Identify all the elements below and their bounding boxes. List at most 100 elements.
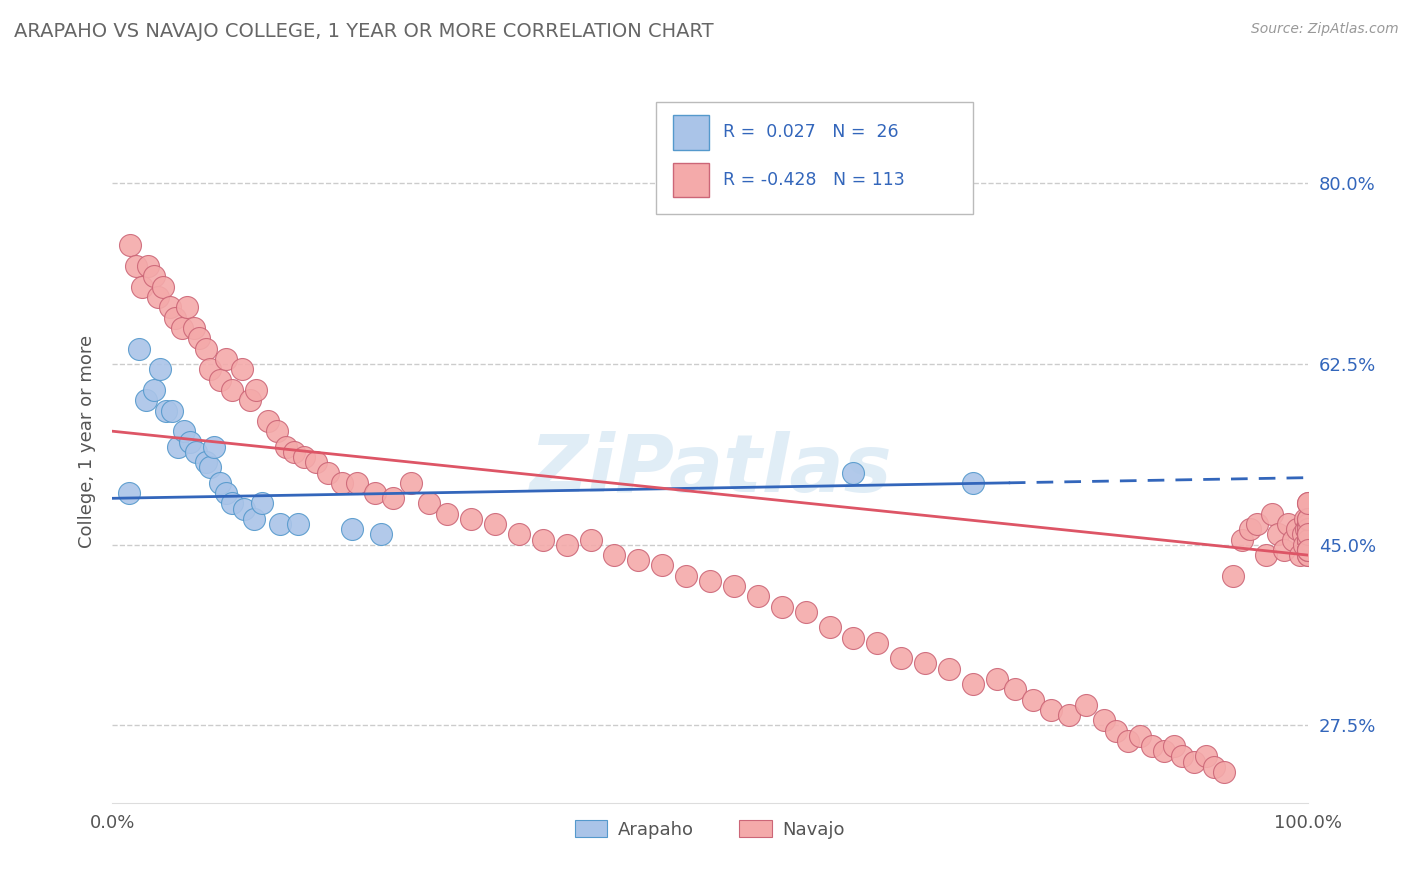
Point bbox=[120, 238, 142, 252]
Point bbox=[1296, 527, 1319, 541]
Point bbox=[1296, 522, 1319, 536]
Point bbox=[370, 527, 392, 541]
Y-axis label: College, 1 year or more: College, 1 year or more bbox=[77, 335, 96, 548]
Point bbox=[723, 579, 745, 593]
Point bbox=[209, 373, 232, 387]
Point bbox=[257, 414, 280, 428]
Point bbox=[143, 269, 166, 284]
Point bbox=[508, 527, 530, 541]
Point bbox=[186, 445, 208, 459]
Point bbox=[555, 538, 578, 552]
Point bbox=[842, 631, 865, 645]
Text: ARAPAHO VS NAVAJO COLLEGE, 1 YEAR OR MORE CORRELATION CHART: ARAPAHO VS NAVAJO COLLEGE, 1 YEAR OR MOR… bbox=[14, 22, 714, 41]
Point bbox=[675, 568, 697, 582]
Point bbox=[1277, 517, 1299, 532]
Point bbox=[1296, 527, 1319, 541]
Point bbox=[125, 259, 148, 273]
Point bbox=[1296, 517, 1319, 532]
Text: Source: ZipAtlas.com: Source: ZipAtlas.com bbox=[1251, 22, 1399, 37]
Point bbox=[603, 548, 626, 562]
Point bbox=[239, 393, 262, 408]
Point bbox=[1292, 538, 1315, 552]
Point bbox=[221, 496, 243, 510]
Point bbox=[143, 383, 166, 397]
Point bbox=[1285, 522, 1308, 536]
Point bbox=[1296, 548, 1319, 562]
Point bbox=[231, 362, 253, 376]
Point bbox=[1289, 548, 1312, 562]
Point bbox=[914, 657, 936, 671]
Point bbox=[1261, 507, 1284, 521]
Point bbox=[146, 290, 169, 304]
Legend: Arapaho, Navajo: Arapaho, Navajo bbox=[568, 813, 852, 846]
Point bbox=[118, 486, 141, 500]
Point bbox=[1296, 517, 1319, 532]
Point bbox=[436, 507, 458, 521]
Point bbox=[179, 434, 201, 449]
Point bbox=[162, 403, 183, 417]
Point bbox=[187, 331, 209, 345]
Point bbox=[364, 486, 387, 500]
Point bbox=[1296, 533, 1319, 547]
Point bbox=[794, 605, 817, 619]
Point bbox=[986, 672, 1008, 686]
Text: ZiPatlas: ZiPatlas bbox=[529, 432, 891, 509]
Point bbox=[215, 486, 238, 500]
Point bbox=[890, 651, 912, 665]
Point bbox=[1022, 692, 1045, 706]
Point bbox=[1076, 698, 1098, 712]
Point bbox=[1039, 703, 1062, 717]
Point bbox=[1004, 682, 1026, 697]
Point bbox=[1204, 760, 1226, 774]
Point bbox=[1129, 729, 1152, 743]
Point bbox=[245, 383, 267, 397]
Point bbox=[135, 393, 157, 408]
Point bbox=[1292, 527, 1315, 541]
Point bbox=[1296, 542, 1319, 557]
Point bbox=[1239, 522, 1261, 536]
Point bbox=[1296, 512, 1319, 526]
Point bbox=[1142, 739, 1164, 753]
Point bbox=[418, 496, 440, 510]
Point bbox=[287, 517, 309, 532]
Point bbox=[1105, 723, 1128, 738]
Point bbox=[382, 491, 405, 506]
Point bbox=[340, 522, 363, 536]
Point bbox=[346, 475, 368, 490]
Point bbox=[274, 440, 297, 454]
Text: R =  0.027   N =  26: R = 0.027 N = 26 bbox=[723, 123, 898, 141]
Point bbox=[484, 517, 506, 532]
Point bbox=[1118, 734, 1140, 748]
Point bbox=[1267, 527, 1289, 541]
Point bbox=[173, 424, 195, 438]
Point bbox=[163, 310, 186, 325]
Text: R = -0.428   N = 113: R = -0.428 N = 113 bbox=[723, 171, 905, 189]
Point bbox=[183, 321, 205, 335]
Point bbox=[209, 475, 232, 490]
Point bbox=[152, 279, 174, 293]
Point bbox=[1272, 542, 1295, 557]
Point bbox=[1296, 533, 1319, 547]
Point bbox=[962, 475, 984, 490]
Point bbox=[1296, 533, 1319, 547]
Point bbox=[1296, 496, 1319, 510]
Point bbox=[1296, 496, 1319, 510]
Point bbox=[1296, 522, 1319, 536]
Point bbox=[202, 440, 225, 454]
Point bbox=[1296, 512, 1319, 526]
Point bbox=[770, 599, 793, 614]
Point bbox=[305, 455, 328, 469]
Point bbox=[866, 636, 889, 650]
Point bbox=[138, 259, 160, 273]
Point bbox=[1182, 755, 1205, 769]
Point bbox=[215, 351, 238, 366]
Point bbox=[266, 424, 288, 438]
Point bbox=[651, 558, 673, 573]
Point bbox=[1296, 542, 1319, 557]
FancyBboxPatch shape bbox=[657, 102, 973, 214]
Point bbox=[579, 533, 602, 547]
Point bbox=[460, 512, 482, 526]
Point bbox=[170, 321, 193, 335]
Point bbox=[1294, 512, 1316, 526]
Point bbox=[962, 677, 984, 691]
